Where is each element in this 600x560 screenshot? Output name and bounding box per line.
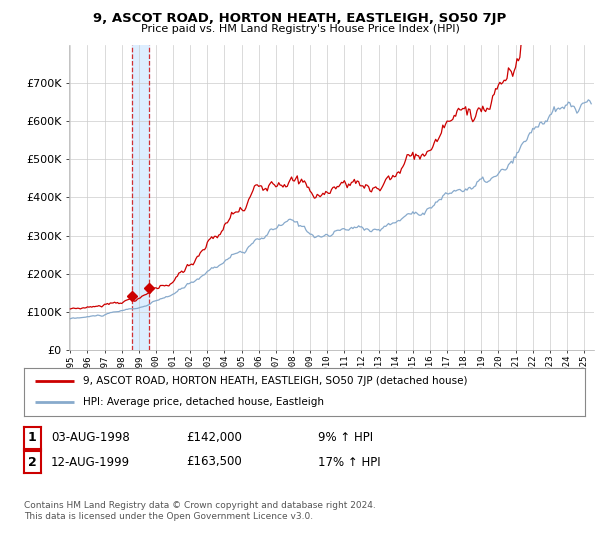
Text: 2: 2	[157, 397, 164, 407]
Text: £142,000: £142,000	[186, 431, 242, 445]
Text: 9, ASCOT ROAD, HORTON HEATH, EASTLEIGH, SO50 7JP (detached house): 9, ASCOT ROAD, HORTON HEATH, EASTLEIGH, …	[83, 376, 467, 386]
Text: 1: 1	[114, 397, 122, 407]
Text: 12-AUG-1999: 12-AUG-1999	[51, 455, 130, 469]
Text: 9% ↑ HPI: 9% ↑ HPI	[318, 431, 373, 445]
Text: 17% ↑ HPI: 17% ↑ HPI	[318, 455, 380, 469]
Text: 1: 1	[28, 431, 37, 445]
Text: 03-AUG-1998: 03-AUG-1998	[51, 431, 130, 445]
Text: 2: 2	[28, 455, 37, 469]
Text: £163,500: £163,500	[186, 455, 242, 469]
Text: Contains HM Land Registry data © Crown copyright and database right 2024.
This d: Contains HM Land Registry data © Crown c…	[24, 501, 376, 521]
Text: HPI: Average price, detached house, Eastleigh: HPI: Average price, detached house, East…	[83, 397, 324, 407]
Text: 9, ASCOT ROAD, HORTON HEATH, EASTLEIGH, SO50 7JP: 9, ASCOT ROAD, HORTON HEATH, EASTLEIGH, …	[94, 12, 506, 25]
Bar	[131, 45, 149, 350]
Text: Price paid vs. HM Land Registry's House Price Index (HPI): Price paid vs. HM Land Registry's House …	[140, 24, 460, 34]
